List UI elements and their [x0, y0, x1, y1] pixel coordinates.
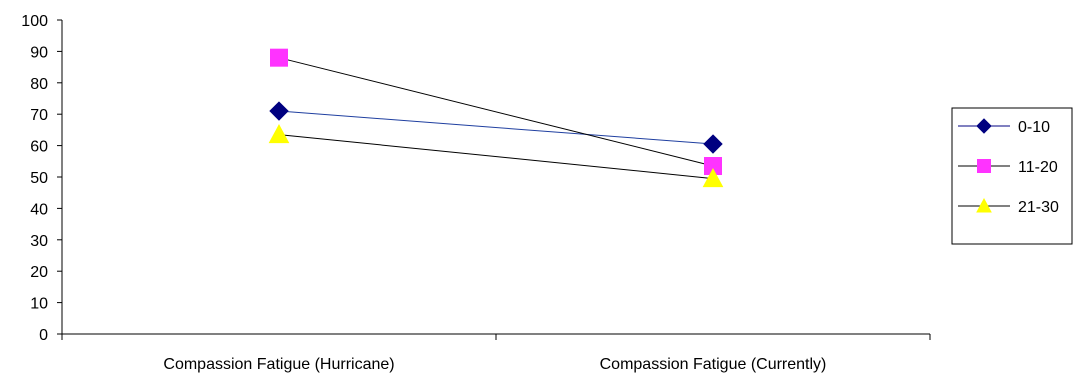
- y-tick-label: 20: [30, 264, 48, 281]
- legend-label: 11-20: [1018, 159, 1058, 176]
- x-tick-label: Compassion Fatigue (Hurricane): [163, 356, 394, 373]
- series-line: [278, 134, 714, 180]
- y-tick-label: 40: [30, 201, 48, 218]
- y-tick-label: 30: [30, 233, 48, 250]
- legend-label: 21-30: [1018, 199, 1059, 216]
- series-line: [278, 57, 714, 167]
- y-tick-label: 10: [30, 296, 48, 313]
- y-tick-label: 60: [30, 139, 48, 156]
- y-tick-label: 100: [21, 13, 48, 30]
- series-lines: [278, 57, 714, 180]
- legend-box: [951, 107, 1073, 245]
- data-point: [268, 124, 290, 144]
- x-ticks: Compassion Fatigue (Hurricane) Compassion…: [61, 334, 931, 373]
- y-tick-label: 0: [39, 327, 48, 344]
- legend-label: 0-10: [1018, 119, 1050, 136]
- legend-marker: [977, 159, 991, 173]
- legend-marker: [976, 118, 992, 134]
- y-ticks: 0 10 20 30 40 50 60 70 80 90 100: [21, 13, 62, 344]
- data-point: [269, 101, 289, 121]
- y-tick-label: 50: [30, 170, 48, 187]
- x-tick-label: Compassion Fatigue (Currently): [600, 356, 827, 373]
- data-point: [703, 134, 723, 154]
- data-point: [702, 168, 724, 188]
- data-point: [270, 48, 288, 67]
- legend: 0-10 11-20 21-30: [951, 107, 1073, 245]
- y-tick-label: 70: [30, 107, 48, 124]
- series-line: [278, 110, 714, 145]
- y-tick-label: 80: [30, 76, 48, 93]
- series-markers: [268, 48, 724, 188]
- chart-axes: [61, 20, 930, 335]
- legend-marker: [976, 197, 992, 213]
- y-tick-label: 90: [30, 44, 48, 61]
